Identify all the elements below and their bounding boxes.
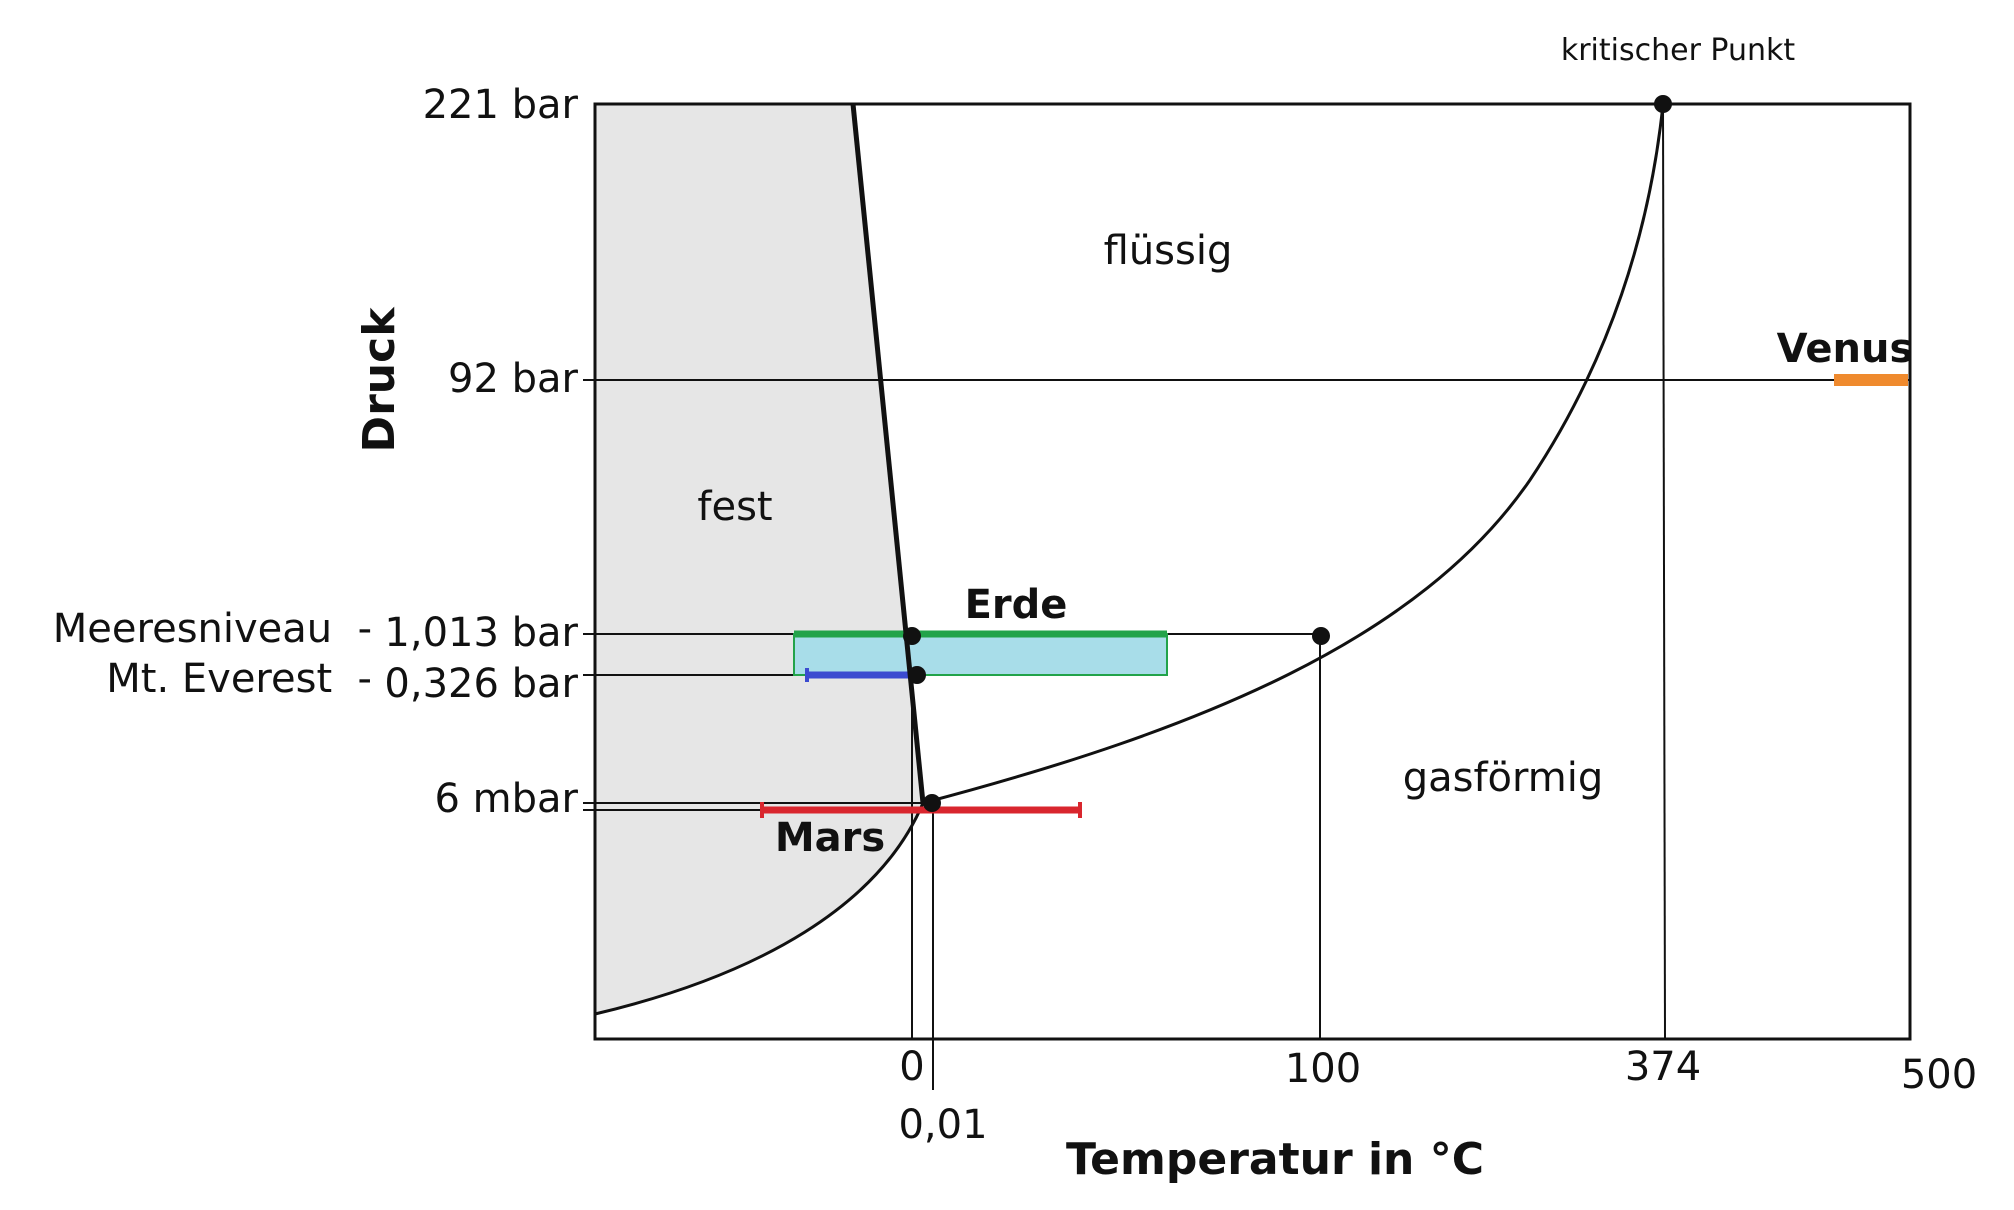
- guide-line-374-c: [1662, 103, 1666, 1040]
- y-axis-title: Druck: [354, 306, 405, 453]
- x-axis-title: Temperatur in °C: [1066, 1134, 1484, 1185]
- venus-label: Venus: [1777, 326, 1914, 372]
- earth-label: Erde: [965, 582, 1068, 628]
- sea-level-label: Meeresniveau -: [53, 606, 372, 652]
- y-tick-1013-bar: 1,013 bar: [384, 610, 578, 656]
- triple-point-dot: [923, 794, 941, 812]
- x-tick-100: 100: [1285, 1046, 1361, 1092]
- y-tick-6-mbar: 6 mbar: [435, 776, 579, 822]
- everest-label: Mt. Everest -: [106, 656, 372, 702]
- earth-range-box: [793, 633, 1168, 676]
- y-tick-92-bar: 92 bar: [448, 356, 579, 402]
- x-tick-0: 0: [899, 1044, 924, 1090]
- sea-level-melting-dot: [903, 627, 921, 645]
- everest-melting-dot: [908, 666, 926, 684]
- boiling-curve: [922, 103, 1665, 805]
- critical-point-dot: [1654, 95, 1672, 113]
- x-tick-500: 500: [1901, 1052, 1977, 1098]
- melting-curve: [850, 103, 926, 804]
- region-label-liquid: flüssig: [1104, 228, 1233, 274]
- x-tick-001: 0,01: [898, 1102, 987, 1148]
- solid-region: [595, 104, 923, 1014]
- boiling-point-dot: [1312, 627, 1330, 645]
- critical-point-label: kritischer Punkt: [1561, 33, 1796, 68]
- mars-label: Mars: [775, 815, 885, 861]
- region-label-solid: fest: [697, 484, 772, 530]
- plot-frame: [593, 102, 1912, 1041]
- region-label-gas: gasförmig: [1403, 755, 1604, 801]
- sublimation-curve: [594, 802, 925, 1016]
- y-tick-0326-bar: 0,326 bar: [384, 661, 578, 707]
- y-tick-221-bar: 221 bar: [423, 82, 579, 128]
- x-tick-374: 374: [1625, 1044, 1701, 1090]
